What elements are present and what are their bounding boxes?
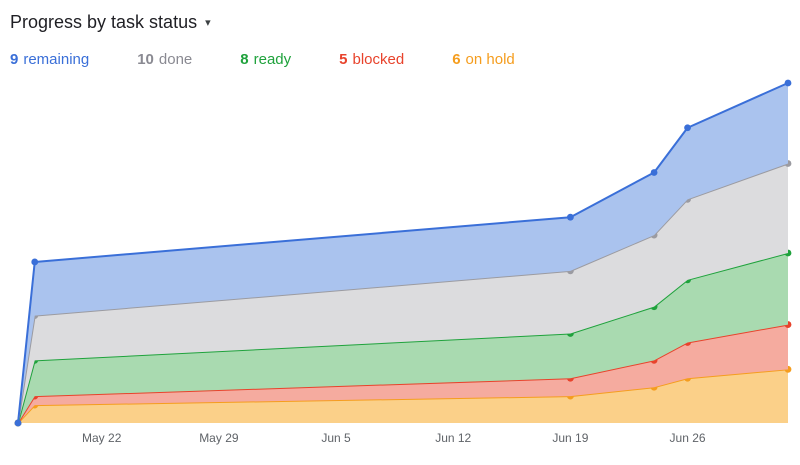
x-tick-label: May 29	[199, 431, 239, 445]
chart-area: May 22 May 29 Jun 5 Jun 12 Jun 19 Jun 26	[0, 71, 800, 456]
legend: 9 remaining 10 done 8 ready 5 blocked 6 …	[0, 34, 800, 69]
line-remaining	[17, 82, 789, 424]
x-tick-label: Jun 12	[435, 431, 471, 445]
chevron-down-icon: ▾	[205, 17, 211, 29]
area-done	[18, 163, 788, 423]
x-tick-label: Jun 5	[321, 431, 351, 445]
title-dropdown[interactable]: Progress by task status ▾	[10, 10, 211, 34]
dot-remaining[interactable]	[14, 419, 22, 427]
dot-remaining[interactable]	[684, 124, 691, 132]
legend-count: 5	[339, 51, 348, 68]
legend-count: 8	[240, 51, 249, 68]
progress-stacked-area-chart[interactable]: May 22 May 29 Jun 5 Jun 12 Jun 19 Jun 26	[0, 71, 800, 456]
dot-remaining[interactable]	[31, 258, 39, 266]
legend-label: done	[158, 51, 193, 68]
area-remaining	[18, 83, 788, 423]
header: Progress by task status ▾	[0, 0, 800, 34]
dot-remaining[interactable]	[566, 213, 574, 221]
legend-count: 6	[452, 51, 461, 68]
legend-label: ready	[253, 51, 292, 68]
x-tick-label: May 22	[82, 431, 122, 445]
legend-item-blocked[interactable]: 5 blocked	[339, 51, 404, 69]
x-tick-label: Jun 19	[552, 431, 588, 445]
legend-item-done[interactable]: 10 done	[137, 51, 192, 69]
legend-item-on-hold[interactable]: 6 on hold	[452, 51, 515, 69]
legend-label: on hold	[465, 51, 515, 68]
legend-count: 10	[137, 51, 154, 68]
legend-item-ready[interactable]: 8 ready	[240, 51, 291, 69]
area-on-hold	[18, 369, 788, 423]
x-tick-label: Jun 26	[670, 431, 706, 445]
legend-label: blocked	[352, 51, 405, 68]
legend-item-remaining[interactable]: 9 remaining	[10, 51, 89, 69]
area-blocked	[18, 324, 788, 423]
page-title: Progress by task status	[10, 12, 198, 32]
legend-label: remaining	[23, 51, 90, 68]
dot-remaining[interactable]	[784, 79, 792, 87]
area-ready	[18, 253, 788, 423]
dot-remaining[interactable]	[650, 169, 658, 176]
legend-count: 9	[10, 51, 19, 68]
